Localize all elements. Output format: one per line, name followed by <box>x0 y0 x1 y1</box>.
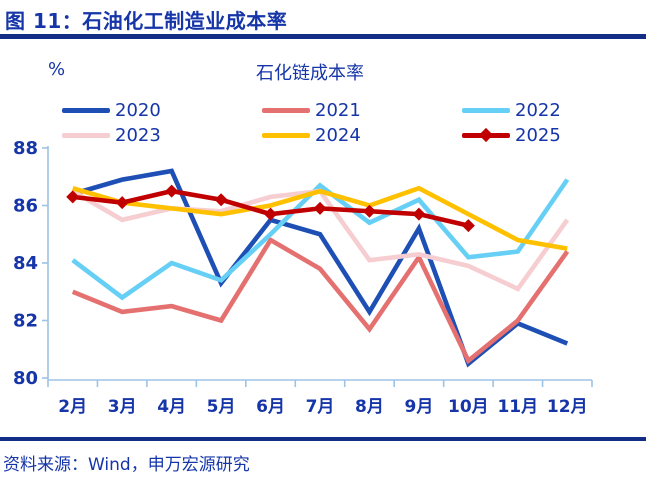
series-line-2022 <box>71 178 570 301</box>
x-axis-tick-label: 2月 <box>58 397 87 417</box>
y-axis-tick-label: 88 <box>13 138 38 159</box>
series-marker-2025 <box>412 207 426 221</box>
footer-divider <box>0 437 646 441</box>
x-axis-tick-label: 6月 <box>256 397 285 417</box>
x-axis-tick-label: 12月 <box>547 397 588 417</box>
y-axis-tick-label: 80 <box>13 368 38 389</box>
legend-label-2020: 2020 <box>115 99 161 121</box>
series-line-2024 <box>72 185 568 251</box>
x-axis-tick-label: 11月 <box>497 397 538 417</box>
legend-label-2023: 2023 <box>115 124 161 146</box>
x-axis-tick-label: 5月 <box>207 397 236 417</box>
legend-swatch-2022 <box>462 108 510 113</box>
series-marker-2025 <box>214 193 228 207</box>
series-marker-2025 <box>115 196 129 210</box>
series-marker-2025 <box>165 184 179 198</box>
legend-item-2020: 2020 <box>62 99 262 121</box>
y-axis-tick-label: 86 <box>13 196 38 217</box>
legend-item-2021: 2021 <box>262 99 462 121</box>
source-note: 资料来源：Wind，申万宏源研究 <box>3 455 250 475</box>
legend-label-2022: 2022 <box>515 99 561 121</box>
series-marker-2025 <box>313 201 327 215</box>
x-axis-tick-label: 7月 <box>306 397 335 417</box>
legend-item-2024: 2024 <box>262 124 462 146</box>
legend-label-2025: 2025 <box>515 124 561 146</box>
series-marker-2025 <box>66 190 80 204</box>
legend-diamond-marker <box>478 127 494 143</box>
legend-label-2024: 2024 <box>315 124 361 146</box>
y-axis-unit-label: % <box>48 59 66 80</box>
series-marker-2025 <box>461 219 475 233</box>
legend-swatch-2020 <box>62 108 110 113</box>
x-axis-tick-label: 8月 <box>355 397 384 417</box>
chart-legend: 2020 2021 2022 2023 2024 2025 <box>62 98 622 148</box>
x-axis-tick-label: 4月 <box>157 397 186 417</box>
series-marker-2025 <box>264 207 278 221</box>
legend-item-2023: 2023 <box>62 124 262 146</box>
legend-swatch-2021 <box>262 108 310 113</box>
x-axis-tick-label: 9月 <box>404 397 433 417</box>
legend-swatch-2023 <box>62 133 110 138</box>
legend-item-2022: 2022 <box>462 99 622 121</box>
series-marker-2025 <box>362 204 376 218</box>
legend-label-2021: 2021 <box>315 99 361 121</box>
y-axis-tick-label: 82 <box>13 311 38 332</box>
y-axis-tick-label: 84 <box>13 253 38 274</box>
series-line-2021 <box>71 236 570 365</box>
chart-subtitle: 石化链成本率 <box>256 63 364 84</box>
legend-swatch-2024 <box>262 133 310 138</box>
figure-title: 图 11：石油化工制造业成本率 <box>5 9 288 33</box>
legend-swatch-2025 <box>462 127 510 143</box>
x-axis-tick-label: 3月 <box>108 397 137 417</box>
x-axis-tick-label: 10月 <box>448 397 489 417</box>
title-divider <box>0 34 646 39</box>
legend-item-2025: 2025 <box>462 124 622 146</box>
